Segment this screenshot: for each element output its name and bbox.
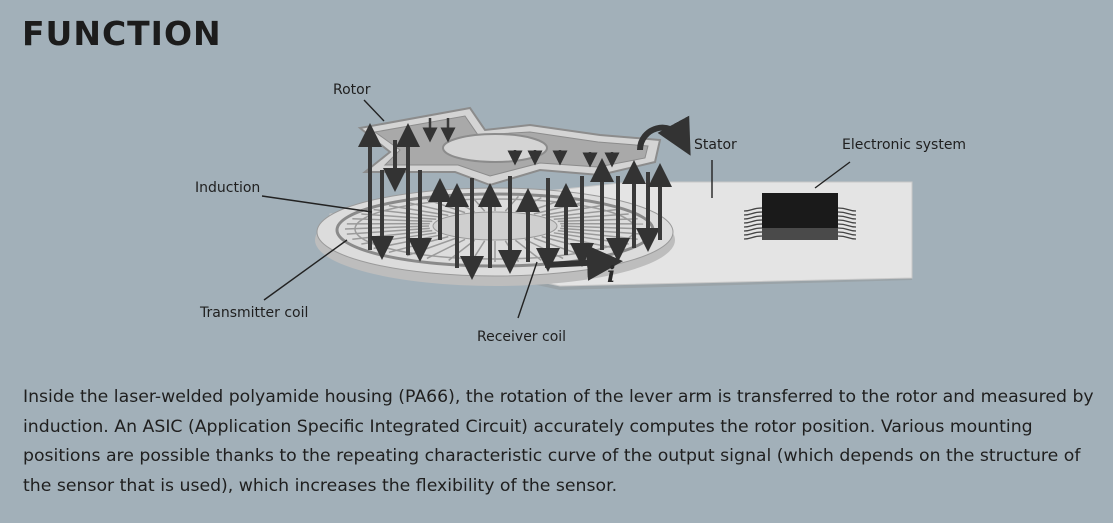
label-rotor: Rotor bbox=[333, 82, 371, 98]
label-transmitter-coil: Transmitter coil bbox=[200, 305, 309, 321]
induction-arrows bbox=[358, 118, 672, 280]
label-stator: Stator bbox=[694, 137, 737, 153]
label-electronic-system: Electronic system bbox=[842, 137, 967, 153]
rotation-arrow bbox=[637, 115, 691, 156]
sensor-diagram bbox=[261, 99, 913, 319]
label-current: i bbox=[607, 262, 616, 288]
label-receiver-coil: Receiver coil bbox=[477, 329, 567, 345]
page-title: FUNCTION bbox=[22, 14, 222, 53]
label-induction: Induction bbox=[195, 180, 261, 196]
current-arrow bbox=[544, 244, 623, 281]
electronic-chip bbox=[743, 193, 857, 240]
rotor bbox=[357, 106, 662, 187]
leader-lines bbox=[261, 99, 851, 319]
description-paragraph: Inside the laser-welded polyamide housin… bbox=[23, 387, 1094, 496]
